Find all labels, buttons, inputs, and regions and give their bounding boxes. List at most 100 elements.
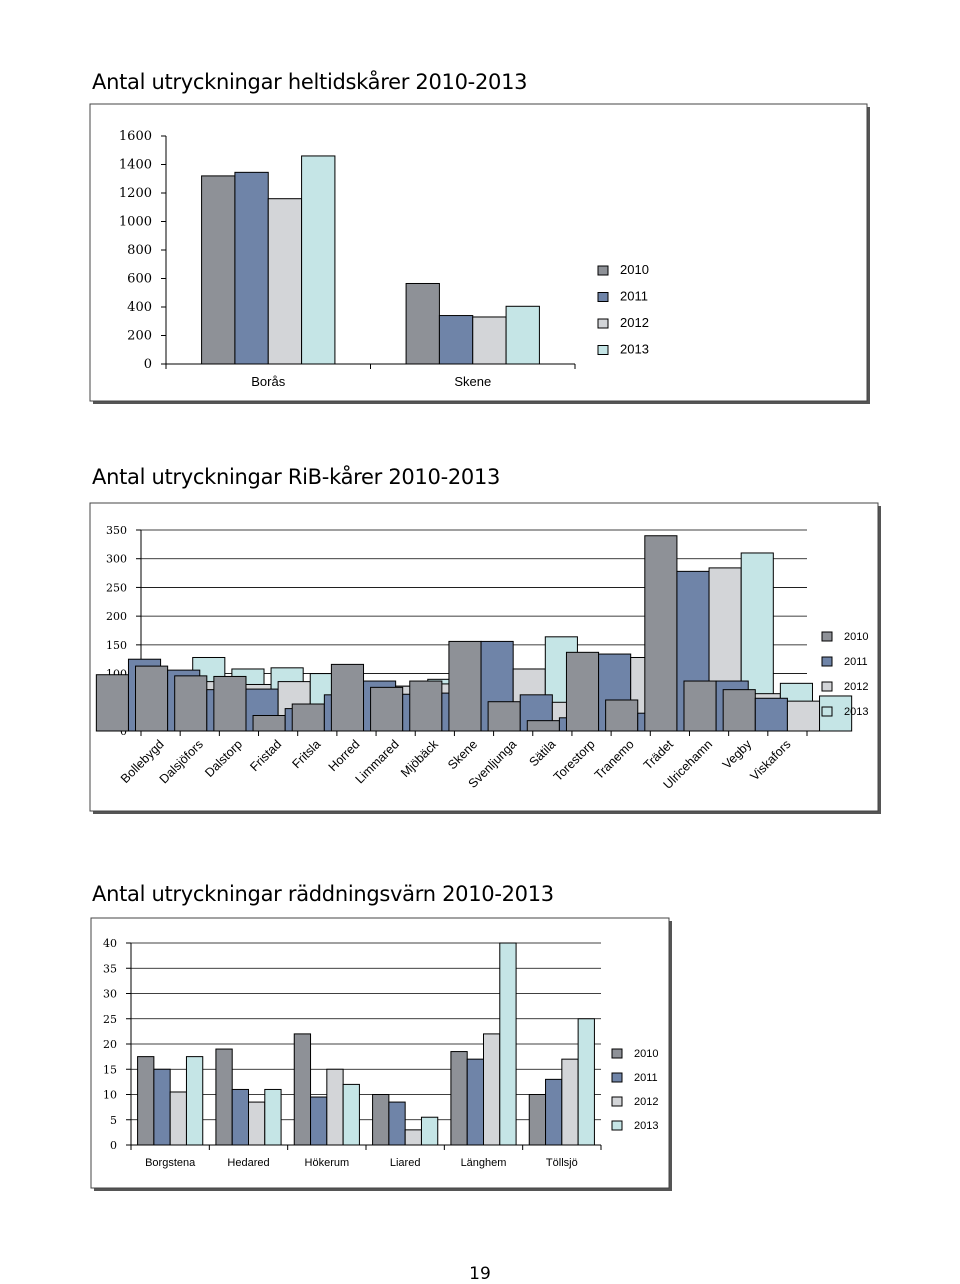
- y-tick-label: 800: [127, 243, 152, 258]
- bar-2012: [326, 1068, 344, 1146]
- bar-2011: [310, 1096, 328, 1146]
- legend-swatch-2012: [611, 1096, 623, 1107]
- bar-2010: [409, 680, 443, 732]
- y-tick-label: 35: [103, 962, 117, 975]
- bar-2011: [234, 171, 269, 365]
- bar-2010: [95, 674, 129, 732]
- bar-2011: [438, 315, 474, 365]
- legend-label: 2010: [844, 631, 868, 643]
- bar-2010: [565, 651, 600, 732]
- bar-2010: [291, 703, 325, 732]
- bar-2010: [605, 699, 639, 732]
- category-label: Skene: [454, 374, 491, 389]
- category-label: Borgstena: [145, 1157, 196, 1169]
- category-label: Töllsjö: [546, 1157, 578, 1169]
- y-tick-label: 200: [106, 610, 127, 623]
- y-tick-label: 25: [103, 1013, 117, 1026]
- bar-2013: [264, 1088, 282, 1146]
- chart-title-heltid: Antal utryckningar heltidskårer 2010-201…: [92, 70, 528, 94]
- bar-2010: [644, 535, 678, 732]
- legend-swatch-2013: [597, 345, 609, 355]
- legend-swatch-2013: [611, 1120, 623, 1131]
- bar-2010: [370, 686, 404, 732]
- legend-label: 2012: [844, 681, 868, 693]
- bar-2013: [577, 1018, 595, 1146]
- legend-swatch-2011: [821, 656, 833, 667]
- category-label: Hökerum: [305, 1157, 350, 1169]
- y-tick-label: 150: [106, 639, 127, 652]
- legend-label: 2012: [620, 315, 649, 330]
- bar-2010: [213, 675, 247, 732]
- bar-2011: [754, 697, 788, 732]
- legend-label: 2011: [844, 656, 868, 668]
- legend-swatch-2010: [611, 1048, 623, 1059]
- bar-2011: [466, 1058, 484, 1146]
- bar-2010: [526, 720, 560, 732]
- y-tick-label: 200: [127, 329, 152, 344]
- bar-2010: [487, 701, 521, 732]
- bar-2010: [330, 663, 365, 732]
- y-tick-label: 400: [127, 300, 152, 315]
- y-tick-label: 1600: [119, 129, 152, 144]
- bar-2010: [174, 675, 208, 732]
- page-number: 19: [469, 1264, 491, 1284]
- legend-label: 2013: [634, 1120, 658, 1132]
- bar-2012: [404, 1129, 422, 1146]
- legend-swatch-2013: [821, 706, 833, 717]
- bar-2013: [420, 1116, 439, 1146]
- y-tick-label: 1000: [119, 215, 152, 230]
- bar-2012: [472, 316, 507, 365]
- category-label: Hedared: [227, 1157, 269, 1169]
- bar-2010: [450, 1051, 468, 1146]
- bar-2010: [528, 1094, 547, 1146]
- bar-2012: [483, 1033, 501, 1146]
- legend-label: 2013: [844, 706, 868, 718]
- bar-2010: [372, 1094, 390, 1146]
- y-tick-label: 15: [103, 1063, 117, 1076]
- y-tick-label: 5: [110, 1114, 117, 1127]
- y-tick-label: 40: [103, 937, 117, 950]
- bar-2011: [153, 1068, 171, 1146]
- y-tick-label: 20: [103, 1038, 117, 1051]
- bar-2010: [405, 282, 440, 365]
- y-tick-label: 250: [106, 581, 127, 594]
- bar-2011: [231, 1088, 249, 1146]
- chart-title-raddningsvarn: Antal utryckningar räddningsvärn 2010-20…: [92, 882, 554, 906]
- bar-2013: [342, 1083, 360, 1146]
- y-tick-label: 350: [106, 524, 127, 537]
- bar-2013: [505, 305, 540, 365]
- category-label: Liared: [390, 1157, 421, 1169]
- bar-2010: [135, 665, 169, 732]
- bar-2011: [545, 1078, 563, 1146]
- legend-swatch-2012: [597, 318, 609, 329]
- legend-swatch-2012: [821, 681, 833, 692]
- legend-swatch-2011: [597, 292, 609, 302]
- bar-2013: [185, 1056, 204, 1146]
- y-tick-label: 0: [110, 1139, 117, 1152]
- bar-2010: [215, 1048, 233, 1146]
- legend-label: 2013: [620, 342, 649, 357]
- bar-2013: [301, 155, 336, 365]
- bar-2010: [683, 680, 717, 732]
- legend-label: 2011: [620, 289, 648, 304]
- bar-2012: [561, 1058, 579, 1146]
- y-tick-label: 1200: [119, 186, 152, 201]
- category-label: Länghem: [461, 1157, 507, 1169]
- category-label: Borås: [251, 374, 285, 389]
- legend-swatch-2011: [611, 1072, 623, 1083]
- legend-swatch-2010: [821, 631, 833, 642]
- bar-2010: [137, 1056, 155, 1146]
- legend-label: 2010: [634, 1048, 658, 1060]
- bar-2012: [786, 700, 821, 732]
- y-tick-label: 10: [103, 1089, 117, 1102]
- y-tick-label: 300: [106, 553, 127, 566]
- legend-label: 2010: [620, 262, 649, 277]
- bar-2012: [169, 1091, 187, 1146]
- legend-swatch-2010: [597, 265, 609, 276]
- bar-2012: [267, 198, 303, 365]
- y-tick-label: 0: [120, 725, 127, 738]
- bar-2010: [201, 175, 236, 365]
- bar-2010: [252, 714, 286, 732]
- y-tick-label: 600: [127, 272, 152, 287]
- chart-title-rib: Antal utryckningar RiB-kårer 2010-2013: [92, 465, 501, 489]
